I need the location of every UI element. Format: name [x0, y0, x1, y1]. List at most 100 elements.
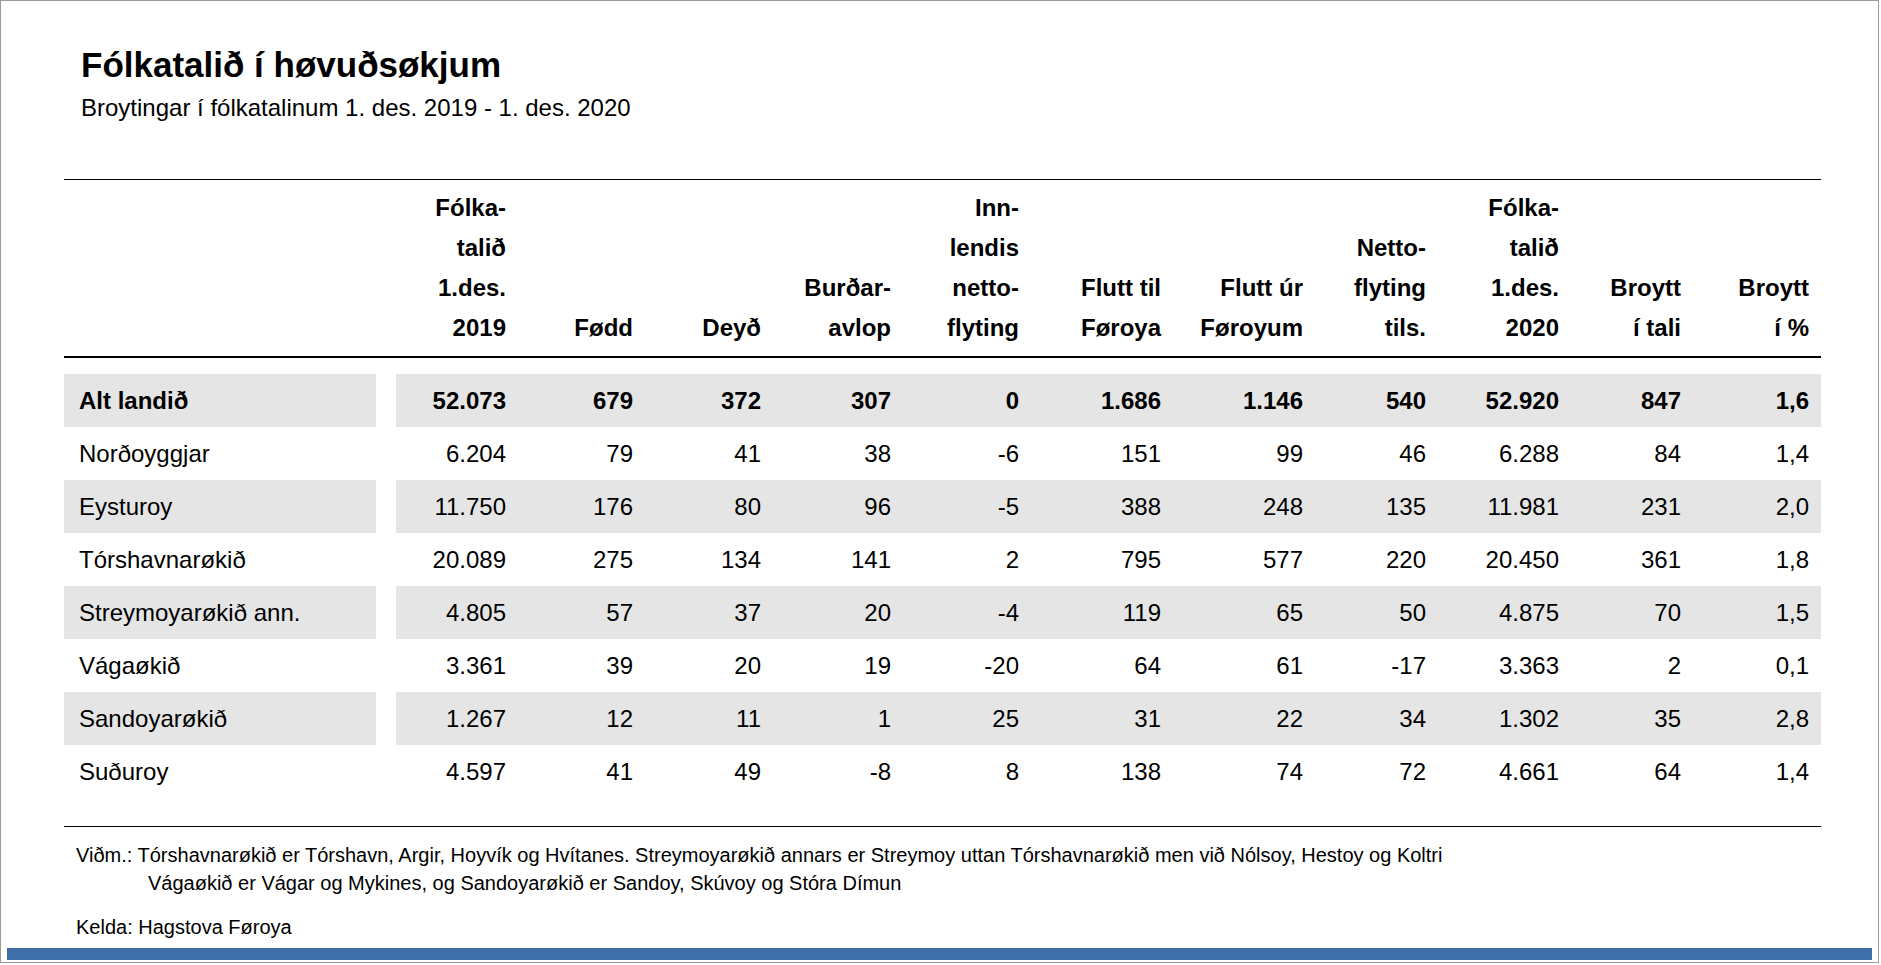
value-cell: 11.750: [396, 480, 518, 533]
value-cell: 8: [903, 745, 1031, 798]
header-population-2020: Fólka- talið 1.des. 2020: [1438, 180, 1571, 356]
region-name: Eysturoy: [64, 480, 376, 533]
region-name: Suðuroy: [64, 745, 376, 798]
region-name: Tórshavnarøkið: [64, 533, 376, 586]
value-cell: 220: [1315, 533, 1438, 586]
value-cell: 2: [1571, 639, 1693, 692]
page-title: Fólkatalið í høvuðsøkjum: [64, 45, 1821, 85]
value-cell: 151: [1031, 427, 1173, 480]
header-change-count: Broytt í tali: [1571, 180, 1693, 356]
page-subtitle: Broytingar í fólkatalinum 1. des. 2019 -…: [64, 93, 1821, 123]
region-name: Norðoyggjar: [64, 427, 376, 480]
value-cell: 52.920: [1438, 374, 1571, 427]
table-row: Norðoyggjar 6.204 79 41 38 -6 151 99 46 …: [64, 427, 1821, 480]
value-cell: -5: [903, 480, 1031, 533]
value-cell: 41: [518, 745, 645, 798]
value-cell: 39: [518, 639, 645, 692]
column-gap: [376, 480, 396, 533]
value-cell: 37: [645, 586, 773, 639]
header-net-migration-total: Netto- flyting tils.: [1315, 180, 1438, 356]
header-birth-surplus: Burðar- avlop: [773, 180, 903, 356]
value-cell: 50: [1315, 586, 1438, 639]
value-cell: 70: [1571, 586, 1693, 639]
header-born: Fødd: [518, 180, 645, 356]
table-row: Vágaøkið 3.361 39 20 19 -20 64 61 -17 3.…: [64, 639, 1821, 692]
value-cell: 1,4: [1693, 427, 1821, 480]
value-cell: 74: [1173, 745, 1315, 798]
column-gap: [376, 745, 396, 798]
value-cell: 34: [1315, 692, 1438, 745]
table-row: Sandoyarøkið 1.267 12 11 1 25 31 22 34 1…: [64, 692, 1821, 745]
table-row: Tórshavnarøkið 20.089 275 134 141 2 795 …: [64, 533, 1821, 586]
table-row: Eysturoy 11.750 176 80 96 -5 388 248 135…: [64, 480, 1821, 533]
value-cell: 3.363: [1438, 639, 1571, 692]
value-cell: 231: [1571, 480, 1693, 533]
value-cell: 1,5: [1693, 586, 1821, 639]
value-cell: 11.981: [1438, 480, 1571, 533]
value-cell: 248: [1173, 480, 1315, 533]
table-row: Streymoyarøkið ann. 4.805 57 37 20 -4 11…: [64, 586, 1821, 639]
value-cell: 72: [1315, 745, 1438, 798]
value-cell: 20.089: [396, 533, 518, 586]
value-cell: 795: [1031, 533, 1173, 586]
value-cell: 1.686: [1031, 374, 1173, 427]
value-cell: 4.875: [1438, 586, 1571, 639]
column-gap: [376, 533, 396, 586]
header-region-blank: [64, 180, 376, 356]
value-cell: 4.805: [396, 586, 518, 639]
value-cell: 1.146: [1173, 374, 1315, 427]
header-change-percent: Broytt í %: [1693, 180, 1821, 356]
value-cell: 4.661: [1438, 745, 1571, 798]
value-cell: 41: [645, 427, 773, 480]
value-cell: 64: [1031, 639, 1173, 692]
value-cell: 0: [903, 374, 1031, 427]
value-cell: 20: [645, 639, 773, 692]
statistics-table-page: Fólkatalið í høvuðsøkjum Broytingar í fó…: [0, 0, 1879, 963]
value-cell: 134: [645, 533, 773, 586]
value-cell: 307: [773, 374, 903, 427]
value-cell: 372: [645, 374, 773, 427]
column-gap: [376, 586, 396, 639]
value-cell: 46: [1315, 427, 1438, 480]
value-cell: 361: [1571, 533, 1693, 586]
value-cell: 540: [1315, 374, 1438, 427]
value-cell: 1,4: [1693, 745, 1821, 798]
value-cell: 275: [518, 533, 645, 586]
value-cell: 138: [1031, 745, 1173, 798]
header-domestic-net-migration: Inn- lendis netto- flyting: [903, 180, 1031, 356]
value-cell: 38: [773, 427, 903, 480]
value-cell: 11: [645, 692, 773, 745]
value-cell: 31: [1031, 692, 1173, 745]
source-note: Kelda: Hagstova Føroya: [64, 913, 1821, 941]
value-cell: 679: [518, 374, 645, 427]
value-cell: 1.267: [396, 692, 518, 745]
value-cell: 79: [518, 427, 645, 480]
column-gap: [376, 692, 396, 745]
value-cell: 2,0: [1693, 480, 1821, 533]
value-cell: 84: [1571, 427, 1693, 480]
value-cell: 1: [773, 692, 903, 745]
value-cell: 35: [1571, 692, 1693, 745]
value-cell: 22: [1173, 692, 1315, 745]
table-row: Alt landið 52.073 679 372 307 0 1.686 1.…: [64, 374, 1821, 427]
value-cell: 25: [903, 692, 1031, 745]
value-cell: 1,8: [1693, 533, 1821, 586]
value-cell: 49: [645, 745, 773, 798]
value-cell: -20: [903, 639, 1031, 692]
value-cell: 80: [645, 480, 773, 533]
value-cell: 4.597: [396, 745, 518, 798]
column-gap: [376, 639, 396, 692]
value-cell: 135: [1315, 480, 1438, 533]
value-cell: 119: [1031, 586, 1173, 639]
value-cell: -17: [1315, 639, 1438, 692]
column-gap: [376, 180, 396, 356]
column-gap: [376, 374, 396, 427]
value-cell: 99: [1173, 427, 1315, 480]
value-cell: 20: [773, 586, 903, 639]
value-cell: 1.302: [1438, 692, 1571, 745]
value-cell: 12: [518, 692, 645, 745]
value-cell: 96: [773, 480, 903, 533]
value-cell: 0,1: [1693, 639, 1821, 692]
region-name: Alt landið: [64, 374, 376, 427]
table-row: Suðuroy 4.597 41 49 -8 8 138 74 72 4.661…: [64, 745, 1821, 798]
